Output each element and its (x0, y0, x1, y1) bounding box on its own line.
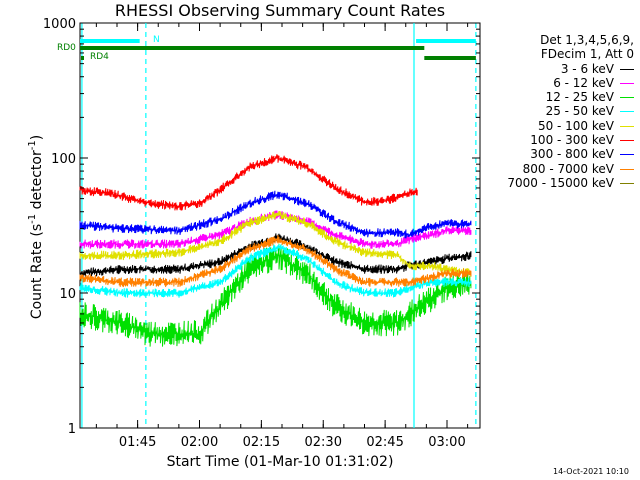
legend-swatch (620, 97, 634, 99)
legend-items: 3 - 6 keV 6 - 12 keV 12 - 25 keV 25 - 50 ke… (507, 62, 634, 191)
legend-swatch (620, 168, 634, 170)
series-line (79, 243, 472, 347)
legend-swatch (620, 182, 634, 184)
x-tick-label: 03:00 (428, 435, 465, 450)
series-line (79, 210, 472, 277)
x-tick-label: 02:45 (366, 435, 403, 450)
y-tick-label: 100 (51, 152, 76, 167)
x-tick-label: 02:15 (243, 435, 280, 450)
flag-label: RD4 (90, 52, 109, 62)
legend-entry-label: 50 - 100 keV (537, 118, 614, 133)
legend-entry: 6 - 12 keV (507, 76, 634, 90)
x-tick-label: 02:00 (181, 435, 218, 450)
legend-swatch (620, 125, 634, 127)
legend-entry-label: 12 - 25 keV (545, 90, 614, 105)
legend-entry: 3 - 6 keV (507, 62, 634, 76)
legend-entry: 50 - 100 keV (507, 119, 634, 133)
legend-swatch (620, 140, 634, 142)
y-axis-label: Count Rate (s-1 detector-1) (27, 134, 45, 320)
flag-bars (80, 39, 476, 60)
legend-header-line: Det 1,3,4,5,6,9, (540, 33, 634, 47)
legend-entry: 25 - 50 keV (507, 104, 634, 118)
chart-title: RHESSI Observing Summary Count Rates (114, 1, 446, 20)
legend-entry-label: 3 - 6 keV (560, 61, 614, 76)
series-line (79, 244, 472, 298)
series-line (79, 234, 472, 288)
y-tick-label: 10 (59, 287, 76, 302)
y-tick-label: 1000 (43, 17, 76, 32)
legend-swatch (620, 154, 634, 156)
plot-frame (79, 22, 481, 429)
legend-entry-label: 300 - 800 keV (530, 147, 614, 162)
x-tick-label: 01:45 (119, 435, 156, 450)
legend-entry: 800 - 7000 keV (507, 162, 634, 176)
legend-entry: 100 - 300 keV (507, 133, 634, 147)
series-group (79, 154, 472, 347)
flag-label: N (153, 35, 160, 45)
legend-swatch (620, 82, 634, 84)
x-tick-label: 02:30 (305, 435, 342, 450)
legend-swatch (620, 68, 634, 70)
flag-marker (81, 56, 84, 60)
x-axis-label: Start Time (01-Mar-10 01:31:02) (166, 454, 394, 470)
legend-entry: 12 - 25 keV (507, 90, 634, 104)
y-tick-label: 1 (68, 422, 76, 437)
legend: Det 1,3,4,5,6,9, FDecim 1, Att 0 3 - 6 k… (507, 33, 634, 190)
legend-entry-label: 6 - 12 keV (553, 75, 614, 90)
timestamp: 14-Oct-2021 10:10 (553, 467, 629, 476)
legend-header-line: FDecim 1, Att 0 (540, 47, 634, 62)
legend-entry: 300 - 800 keV (507, 147, 634, 161)
series-line (79, 190, 472, 239)
legend-swatch (620, 111, 634, 113)
series-line (79, 233, 472, 278)
legend-entry: 7000 - 15000 keV (507, 176, 634, 190)
legend-entry-label: 800 - 7000 keV (522, 161, 614, 176)
legend-entry-label: 100 - 300 keV (530, 133, 614, 148)
series-line (79, 154, 418, 211)
flag-label: RD0 (57, 43, 76, 53)
legend-entry-label: 25 - 50 keV (545, 104, 614, 119)
axes-ticks: 01:45 02:00 02:15 02:30 02:45 03:00 1 10 100 1000 (43, 17, 480, 450)
legend-entry-label: 7000 - 15000 keV (507, 175, 614, 190)
